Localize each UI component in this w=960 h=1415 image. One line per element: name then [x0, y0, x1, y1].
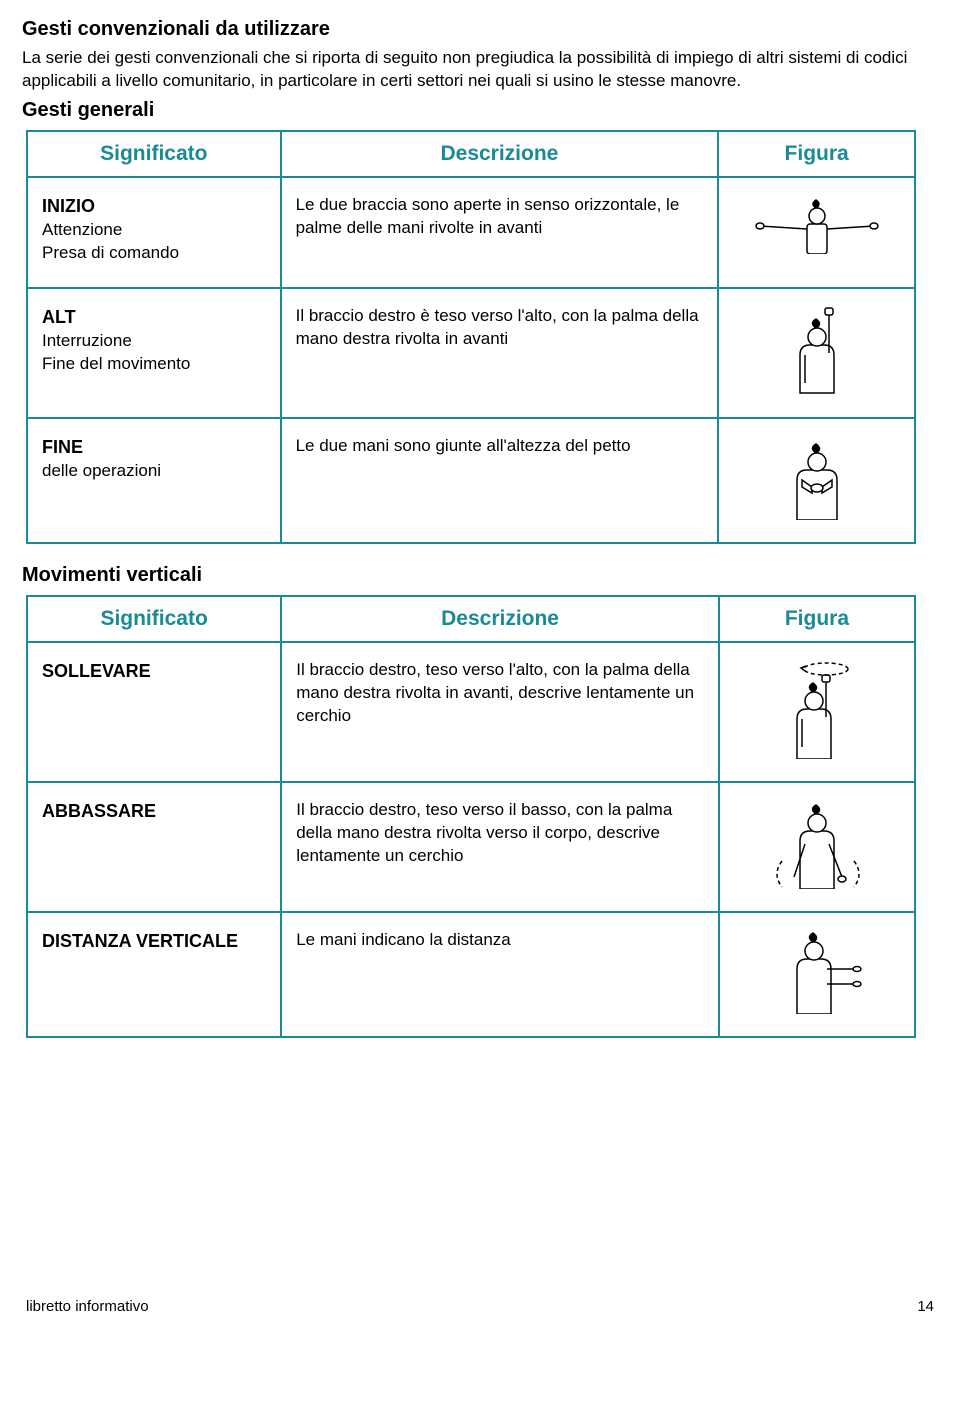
desc-cell: Il braccio destro è teso verso l'alto, c… [281, 288, 719, 418]
sig-line: Presa di comando [42, 243, 179, 262]
col-header-descrizione: Descrizione [281, 131, 719, 177]
table-row: FINE delle operazioni Le due mani sono g… [27, 418, 915, 543]
col-header-descrizione: Descrizione [281, 596, 719, 642]
desc-cell: Il braccio destro, teso verso l'alto, co… [281, 642, 719, 782]
col-header-figura: Figura [718, 131, 915, 177]
sig-line: Attenzione [42, 220, 122, 239]
sig-title: INIZIO [42, 196, 95, 216]
sig-line: delle operazioni [42, 461, 161, 480]
figure-abbassare [719, 782, 915, 912]
col-header-significato: Significato [27, 131, 281, 177]
figure-fine [718, 418, 915, 543]
footer-left: libretto informativo [26, 1298, 149, 1315]
sig-line: Fine del movimento [42, 354, 190, 373]
figure-distanza-verticale [719, 912, 915, 1037]
sig-title: ALT [42, 307, 76, 327]
desc-cell: Le due mani sono giunte all'altezza del … [281, 418, 719, 543]
table-row: ABBASSARE Il braccio destro, teso verso … [27, 782, 915, 912]
sig-line: Interruzione [42, 331, 132, 350]
intro-paragraph: La serie dei gesti convenzionali che si … [22, 47, 938, 93]
table-row: DISTANZA VERTICALE Le mani indicano la d… [27, 912, 915, 1037]
movimenti-verticali-table: Significato Descrizione Figura SOLLEVARE… [26, 595, 916, 1038]
table-row: SOLLEVARE Il braccio destro, teso verso … [27, 642, 915, 782]
sig-title: FINE [42, 437, 83, 457]
movimenti-verticali-heading: Movimenti verticali [22, 564, 938, 587]
figure-sollevare [719, 642, 915, 782]
gesti-generali-heading: Gesti generali [22, 99, 938, 122]
col-header-figura: Figura [719, 596, 915, 642]
desc-cell: Il braccio destro, teso verso il basso, … [281, 782, 719, 912]
table-row: ALT Interruzione Fine del movimento Il b… [27, 288, 915, 418]
gesti-generali-table: Significato Descrizione Figura INIZIO At… [26, 130, 916, 544]
col-header-significato: Significato [27, 596, 281, 642]
sig-title: ABBASSARE [42, 801, 156, 821]
figure-inizio [718, 177, 915, 288]
main-heading: Gesti convenzionali da utilizzare [22, 18, 938, 41]
table-row: INIZIO Attenzione Presa di comando Le du… [27, 177, 915, 288]
desc-cell: Le mani indicano la distanza [281, 912, 719, 1037]
desc-cell: Le due braccia sono aperte in senso oriz… [281, 177, 719, 288]
sig-title: DISTANZA VERTICALE [42, 931, 238, 951]
figure-alt [718, 288, 915, 418]
footer-right: 14 [917, 1298, 934, 1315]
sig-title: SOLLEVARE [42, 661, 151, 681]
page-footer: libretto informativo 14 [22, 1288, 938, 1315]
